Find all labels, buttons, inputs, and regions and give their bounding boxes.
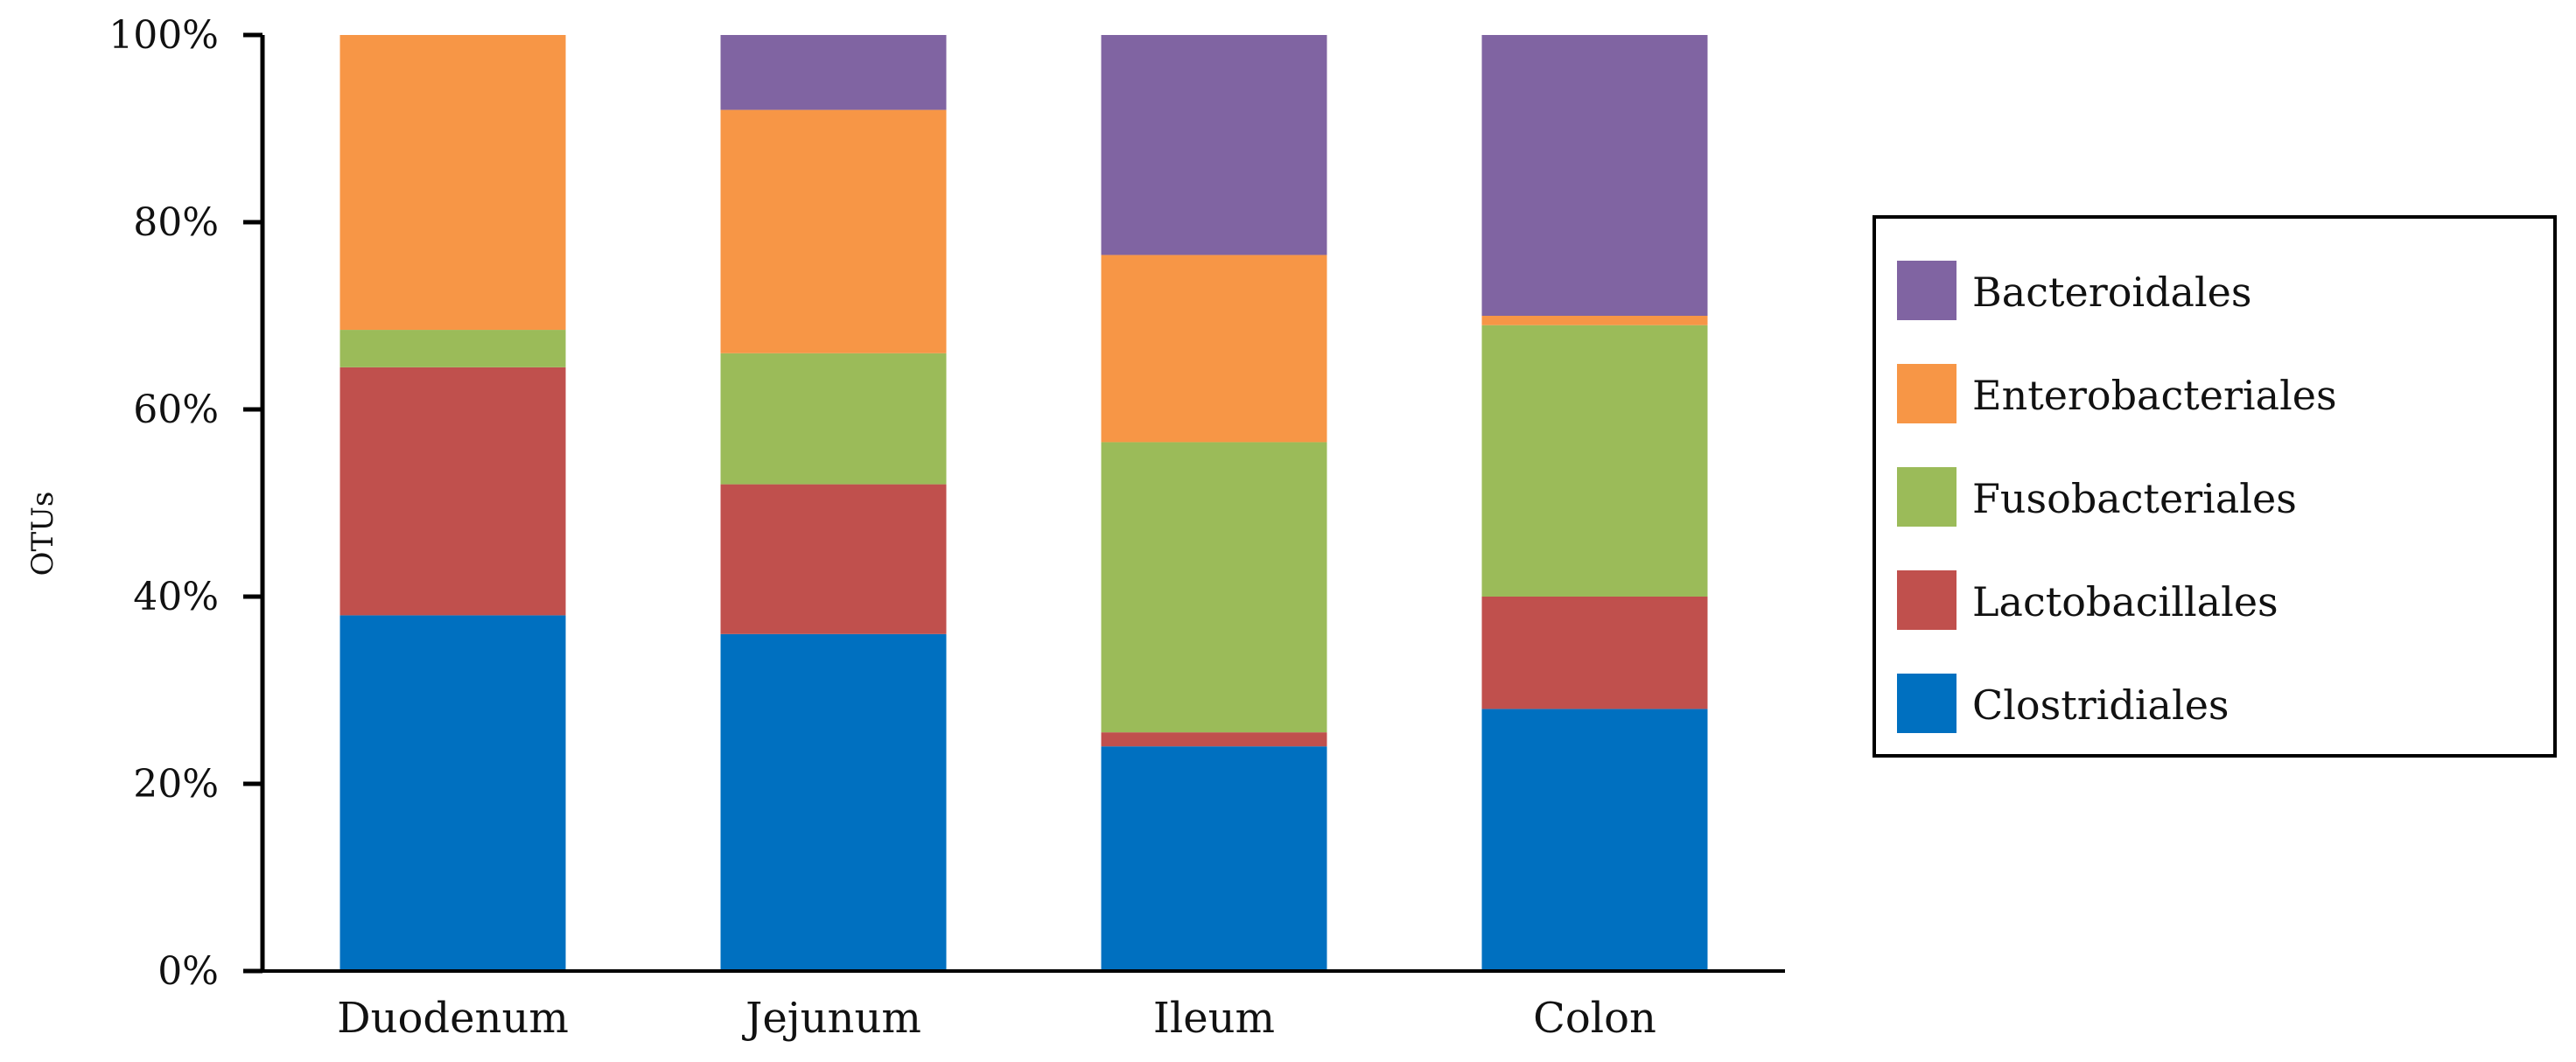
y-tick-label: 20% — [133, 762, 219, 807]
bar-segment-clostridiales-colon — [1481, 709, 1708, 971]
bar-segment-enterobacteriales-ileum — [1101, 255, 1327, 443]
legend-label-enterobacteriales: Enterobacteriales — [1972, 372, 2337, 419]
bar-segment-fusobacteriales-ileum — [1101, 442, 1327, 733]
bar-segment-bacteroidales-ileum — [1101, 35, 1327, 255]
bar-segment-clostridiales-jejunum — [720, 633, 947, 971]
legend-label-clostridiales: Clostridiales — [1972, 681, 2230, 729]
bar-segment-lactobacillales-duodenum — [340, 367, 566, 616]
legend-swatch-fusobacteriales — [1897, 467, 1956, 527]
bar-segment-bacteroidales-jejunum — [720, 35, 947, 110]
bar-segment-lactobacillales-jejunum — [720, 484, 947, 634]
legend-label-fusobacteriales: Fusobacteriales — [1972, 475, 2297, 522]
bar-segment-clostridiales-duodenum — [340, 615, 566, 971]
bars-group: Duodenum Jejunum Ileum Colon — [337, 35, 1708, 1043]
y-tick-label: 60% — [133, 388, 219, 432]
legend-swatch-clostridiales — [1897, 674, 1956, 733]
bar-segment-fusobacteriales-colon — [1481, 325, 1708, 597]
x-tick-label: Colon — [1533, 994, 1656, 1043]
y-tick-label: 40% — [133, 575, 219, 619]
x-tick-label: Ileum — [1153, 994, 1275, 1043]
bar-segment-fusobacteriales-duodenum — [340, 330, 566, 367]
y-tick-label: 80% — [133, 200, 219, 245]
legend-label-lactobacillales: Lactobacillales — [1972, 578, 2278, 625]
legend: Bacteroidales Enterobacteriales Fusobacter… — [1872, 215, 2557, 758]
legend-swatch-bacteroidales — [1897, 261, 1956, 320]
y-tick-label: 0% — [158, 949, 219, 994]
y-tick-label: 100% — [108, 13, 219, 58]
bar-segment-enterobacteriales-jejunum — [720, 109, 947, 353]
bar-segment-lactobacillales-ileum — [1101, 732, 1327, 747]
legend-label-bacteroidales: Bacteroidales — [1972, 269, 2252, 316]
bar-segment-lactobacillales-colon — [1481, 597, 1708, 709]
bar-segment-enterobacteriales-duodenum — [340, 35, 566, 331]
y-axis-title: OTUs — [25, 492, 60, 576]
x-tick-label: Duodenum — [337, 994, 569, 1043]
legend-swatch-enterobacteriales — [1897, 364, 1956, 423]
legend-swatch-lactobacillales — [1897, 570, 1956, 630]
bar-segment-fusobacteriales-jejunum — [720, 353, 947, 485]
axes-group: 0% 20% 40% 60% 80% 100% — [108, 13, 1785, 994]
legend-box — [1872, 215, 2557, 758]
x-tick-label: Jejunum — [741, 994, 921, 1043]
bar-segment-bacteroidales-colon — [1481, 35, 1708, 316]
bar-segment-enterobacteriales-colon — [1481, 316, 1708, 325]
bar-segment-clostridiales-ileum — [1101, 746, 1327, 971]
